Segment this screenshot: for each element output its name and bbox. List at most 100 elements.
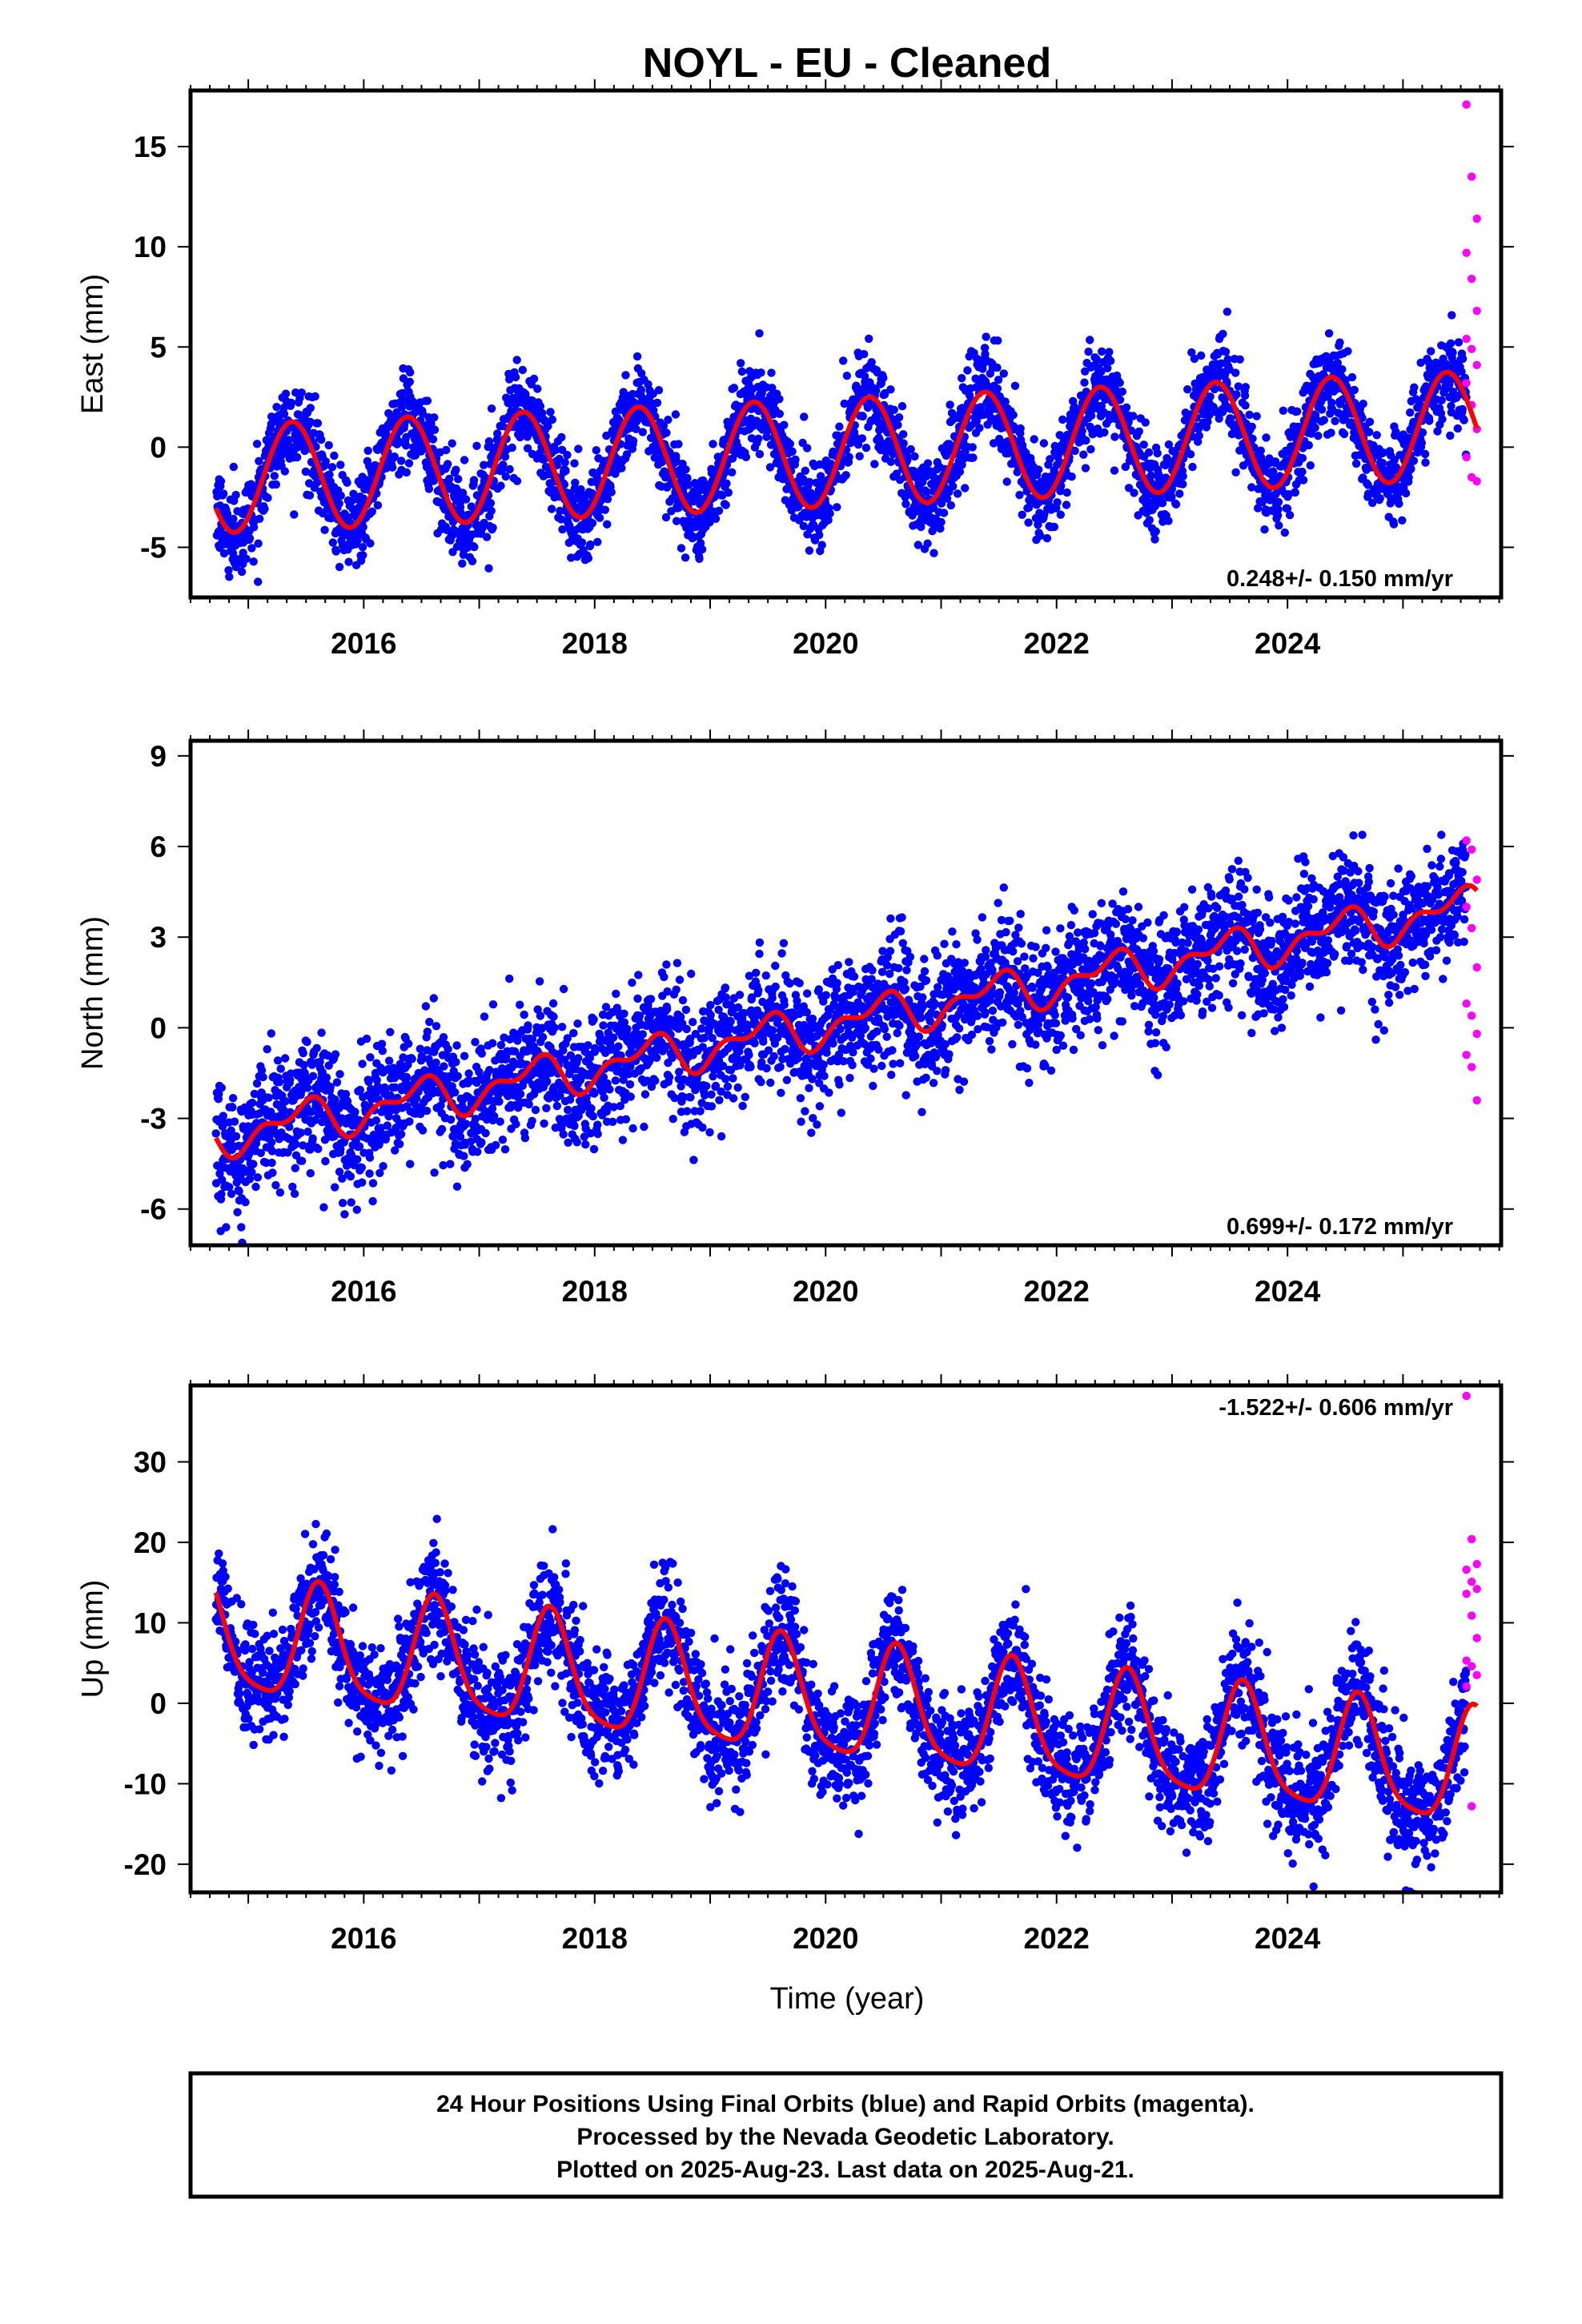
data-point <box>1129 412 1138 420</box>
data-point <box>432 1022 441 1031</box>
x-tick-label: 2020 <box>793 627 858 660</box>
data-point <box>495 1097 504 1106</box>
data-point <box>267 420 275 428</box>
data-point <box>993 363 1002 372</box>
data-point <box>1053 498 1062 507</box>
data-point <box>595 513 604 522</box>
y-axis-label: East (mm) <box>76 274 110 414</box>
data-point <box>677 544 686 553</box>
data-point <box>518 365 527 375</box>
data-point <box>223 509 232 518</box>
data-point <box>335 499 343 508</box>
data-point <box>980 344 990 352</box>
data-point <box>1359 400 1367 408</box>
data-point <box>1285 511 1295 520</box>
data-point <box>942 494 952 503</box>
data-point <box>270 472 279 480</box>
data-point <box>548 999 558 1008</box>
data-point <box>1231 368 1240 377</box>
data-point <box>729 384 739 392</box>
data-point <box>622 450 632 459</box>
data-point <box>968 443 977 452</box>
data-point <box>559 1130 568 1139</box>
data-point <box>272 403 281 412</box>
data-point <box>396 456 406 465</box>
data-point <box>803 444 812 452</box>
data-point <box>487 404 496 413</box>
data-point <box>496 1040 506 1050</box>
data-point <box>331 547 340 556</box>
data-point <box>899 439 908 448</box>
data-point <box>444 1044 452 1054</box>
x-tick-label: 2022 <box>1024 627 1090 660</box>
data-point <box>373 501 383 510</box>
data-point <box>397 403 407 412</box>
data-point <box>1046 455 1054 464</box>
data-point <box>456 508 465 517</box>
data-point <box>275 1188 285 1197</box>
data-point <box>331 1050 340 1059</box>
data-point <box>936 524 945 533</box>
data-point <box>505 974 514 983</box>
data-point <box>785 440 794 448</box>
data-point <box>460 456 469 464</box>
data-point <box>584 553 593 563</box>
data-point <box>405 1117 414 1126</box>
data-point <box>448 517 458 526</box>
data-point <box>559 984 568 994</box>
data-point <box>308 1072 318 1081</box>
data-point <box>600 505 609 514</box>
data-point <box>288 1182 297 1192</box>
data-point <box>1084 348 1093 356</box>
data-point <box>524 1100 533 1109</box>
data-point <box>312 1043 321 1053</box>
data-point <box>1118 387 1127 396</box>
data-point <box>247 1098 257 1108</box>
data-point <box>654 386 664 395</box>
data-point <box>1417 438 1427 448</box>
data-point <box>253 1173 263 1182</box>
data-point <box>1425 416 1434 425</box>
data-point <box>500 452 510 461</box>
data-point <box>671 410 681 419</box>
data-point <box>570 459 579 468</box>
data-point <box>1206 392 1215 401</box>
data-point <box>1030 435 1038 444</box>
data-point <box>279 404 288 412</box>
data-point <box>267 1029 275 1038</box>
data-point <box>1100 428 1109 437</box>
data-point <box>496 481 505 490</box>
data-point <box>1351 459 1361 468</box>
data-point <box>222 1223 231 1232</box>
data-point <box>953 489 962 498</box>
data-point <box>488 1039 497 1047</box>
data-point <box>799 475 808 484</box>
data-point <box>1153 448 1162 458</box>
data-point <box>458 559 467 568</box>
rapid-point <box>1462 379 1471 388</box>
data-point <box>311 392 319 401</box>
data-point <box>327 463 337 472</box>
data-point <box>281 1054 290 1063</box>
data-point <box>401 441 411 450</box>
data-point <box>1375 494 1384 503</box>
data-point <box>714 506 724 515</box>
data-point <box>536 1011 545 1020</box>
data-point <box>638 428 647 436</box>
data-point <box>910 452 919 461</box>
data-point <box>293 452 302 462</box>
data-point <box>556 506 564 516</box>
data-point <box>263 493 272 502</box>
data-point <box>989 439 998 448</box>
data-point <box>897 402 907 411</box>
data-point <box>556 515 566 524</box>
data-point <box>1298 467 1307 476</box>
data-point <box>406 368 415 377</box>
data-point <box>217 1084 226 1092</box>
rapid-point <box>1462 248 1471 257</box>
data-point <box>368 1196 377 1206</box>
data-point <box>446 1115 456 1124</box>
data-point <box>454 475 463 484</box>
rapid-point <box>1468 172 1476 181</box>
data-point <box>529 374 539 384</box>
